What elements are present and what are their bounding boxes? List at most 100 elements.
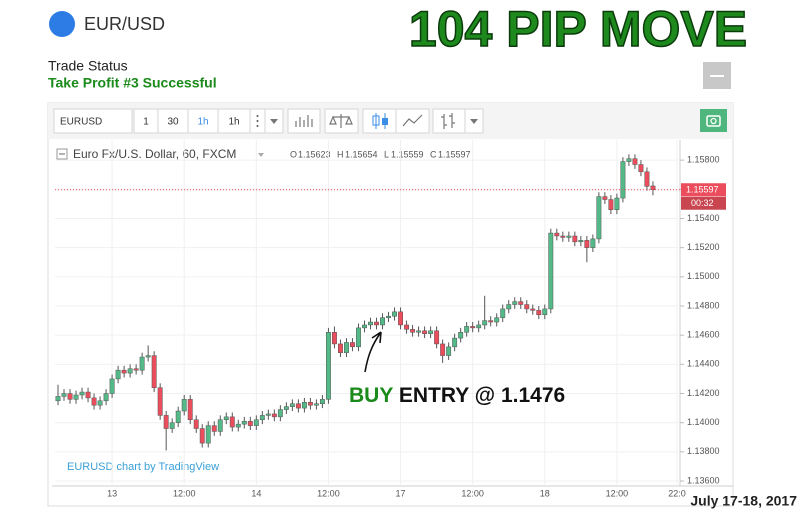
chart-title: Euro Fx/U.S. Dollar, 60, FXCM (73, 147, 236, 161)
candle-body (404, 324, 410, 330)
ohlc-value: 1.15623 (298, 149, 331, 159)
x-tick-label: 17 (396, 488, 406, 498)
x-tick-label: 22:0 (668, 488, 686, 498)
candle-body (374, 321, 379, 326)
candle-body (175, 410, 181, 423)
candle-body (470, 326, 476, 329)
candle-body (416, 330, 422, 333)
candle-body (301, 402, 307, 409)
x-tick-label: 12:00 (606, 488, 629, 498)
candle-body (392, 311, 397, 317)
trade-label: Trade Status (48, 58, 128, 74)
candle-body (614, 197, 620, 210)
candle-body (139, 356, 145, 371)
candle-body (151, 355, 157, 388)
symbol-icon (49, 11, 75, 37)
x-tick-label: 18 (540, 488, 550, 498)
x-tick-label: 14 (251, 488, 261, 498)
countdown-box (681, 196, 726, 210)
candle-body (271, 413, 277, 418)
candle-body (494, 317, 500, 323)
candle-body (578, 240, 584, 243)
candle-body (115, 369, 121, 380)
candle-body (512, 301, 518, 305)
candle-body (398, 311, 404, 326)
y-tick-label: 1.14400 (687, 359, 720, 369)
candle-body (380, 317, 385, 326)
candle-body (632, 158, 638, 165)
candle-body (247, 420, 253, 426)
candle-body (61, 393, 67, 397)
candle-body (163, 415, 169, 429)
area-button[interactable] (395, 108, 430, 134)
candle-body (307, 402, 313, 406)
candle-body (620, 161, 626, 199)
interval-button[interactable] (217, 108, 251, 134)
candle-body (205, 425, 211, 444)
candle-body (181, 399, 187, 412)
candle-body (506, 304, 512, 310)
candle-body (97, 400, 103, 406)
candle-body (554, 232, 560, 237)
candle-body (193, 419, 199, 429)
candle-body (169, 422, 175, 429)
candle-body (211, 425, 217, 432)
candle-body (434, 330, 440, 345)
candle-body (428, 330, 434, 334)
snapshot-button[interactable] (700, 109, 727, 132)
candle-body (241, 420, 247, 425)
ohlc-value: 1.15654 (345, 149, 378, 159)
candle-body (458, 332, 464, 339)
interval-button[interactable] (187, 108, 219, 134)
candle-body (560, 235, 566, 238)
candle-body (67, 393, 73, 400)
candle-body (644, 171, 650, 187)
y-tick-label: 1.14800 (687, 300, 720, 310)
candle-body (229, 416, 235, 428)
ohlc-label: L (384, 149, 389, 159)
y-tick-label: 1.15000 (687, 271, 720, 281)
candle-body (331, 332, 337, 345)
ohlc-legend: O 1.15623 H 1.15654 L 1.15559 C 1.15597 (290, 149, 471, 159)
candle-body (313, 403, 319, 406)
ohlc-label: C (430, 149, 437, 159)
candle-body (109, 378, 115, 394)
countdown-label: 00:32 (691, 198, 714, 208)
candle-body (91, 397, 97, 406)
ohlc-label: H (337, 149, 344, 159)
candle-body (157, 387, 163, 416)
candle-body (464, 326, 470, 333)
candle-body (362, 324, 367, 329)
candle-body (356, 327, 361, 348)
y-tick-label: 1.14200 (687, 388, 720, 398)
last-price-box (681, 183, 726, 197)
symbol-input[interactable] (53, 108, 133, 134)
ohlc-label: O (290, 149, 297, 159)
y-tick-label: 1.13600 (687, 475, 720, 485)
candle-body (542, 308, 548, 316)
candle-body (187, 399, 193, 421)
candle-body (319, 399, 325, 404)
y-tick-label: 1.14600 (687, 330, 720, 340)
entry-arrow (364, 331, 382, 373)
candle-body (476, 324, 482, 329)
candle-body (368, 321, 373, 326)
candle-body (289, 403, 295, 407)
candle-body (121, 369, 127, 374)
candle-body (518, 301, 524, 305)
interval-label: 1h (197, 117, 208, 128)
chart-credit: EURUSD chart by TradingView (67, 461, 219, 473)
bars-button[interactable] (432, 108, 466, 134)
candle-body (259, 415, 265, 421)
candle-body (283, 406, 289, 410)
candle-body (488, 320, 494, 323)
candle-body (73, 394, 79, 400)
candle-body (235, 423, 241, 428)
candle-body (626, 158, 632, 162)
candle-body (500, 308, 506, 318)
candle-body (566, 235, 572, 238)
candle-body (446, 346, 452, 356)
candle-body (127, 368, 133, 374)
plot: 1.13600 1.13800 1.14000 1.14200 1.14400 1.146… (55, 140, 726, 498)
y-tick-label: 1.15200 (687, 242, 720, 252)
